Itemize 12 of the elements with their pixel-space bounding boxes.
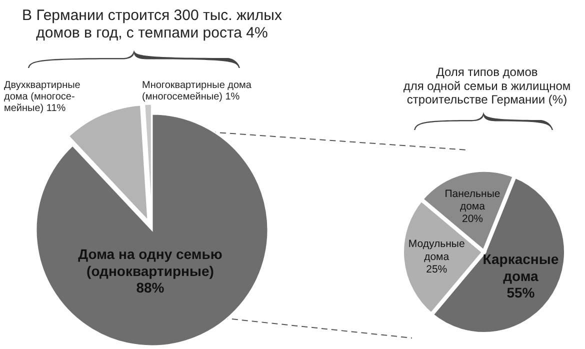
data-label: 55%	[506, 284, 536, 301]
data-label: 25%	[426, 263, 448, 276]
slice-label: Двухквартирные дома (многосе- мейные) 11%	[4, 80, 81, 114]
chart-title: Доля типов домов для одной семьи в жилищном строительстве Германии (%)	[403, 65, 571, 107]
data-label: 88%	[136, 280, 165, 296]
chart-title: В Германии строится 300 тыс. жилых домов в год, с темпами роста 4%	[22, 7, 282, 42]
slice-label: Многоквартирные дома (многосемейные) 1%	[142, 80, 252, 102]
slice-label: Панельные дома	[444, 188, 500, 213]
slice-label: Дома на одну семью (одноквартирные)	[78, 246, 222, 279]
slice-label: Каркасные дома	[482, 251, 559, 284]
slice-label: Модульные дома	[408, 238, 465, 263]
data-label: 20%	[462, 213, 483, 226]
